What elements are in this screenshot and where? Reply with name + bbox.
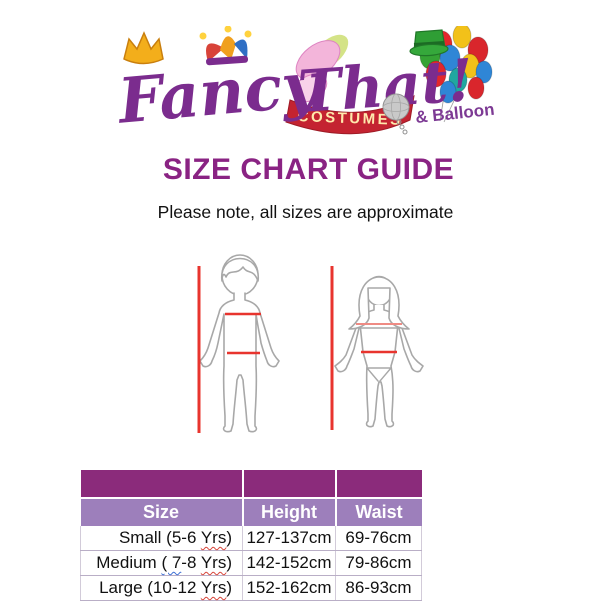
girl-measure-lines bbox=[330, 266, 402, 430]
table-top-band bbox=[80, 470, 422, 499]
boy-body bbox=[199, 292, 280, 433]
size-table: Size Height Waist Small (5-6 Yrs) 127-13… bbox=[80, 470, 422, 601]
table-row: Medium ( 7-8 Yrs) 142-152cm 79-86cm bbox=[80, 550, 422, 576]
fairy-wings-icon bbox=[292, 34, 349, 103]
girl-hair bbox=[348, 276, 410, 330]
subtitle-note: Please note, all sizes are approximate bbox=[157, 202, 454, 222]
jester-hat-icon bbox=[199, 26, 252, 66]
size-cell: Large (10-12 Yrs) bbox=[80, 575, 243, 601]
girl-body bbox=[334, 304, 424, 428]
height-cell: 127-137cm bbox=[242, 526, 336, 551]
costumes-banner: COSTUMES bbox=[285, 95, 415, 135]
page-title: SIZE CHART GUIDE bbox=[162, 153, 455, 186]
table-header-row: Size Height Waist bbox=[80, 498, 422, 526]
boy-measure-lines bbox=[197, 266, 261, 433]
height-cell: 142-152cm bbox=[242, 550, 336, 576]
fancy-that-logo: COSTUMES Fancy That! & Balloons! bbox=[114, 26, 495, 138]
band-cell bbox=[242, 470, 337, 499]
size-cell: Small (5-6 Yrs) bbox=[80, 526, 243, 551]
waist-cell: 69-76cm bbox=[335, 526, 422, 551]
column-header-height: Height bbox=[242, 498, 337, 526]
size-cell: Medium ( 7-8 Yrs) bbox=[80, 550, 243, 576]
table-row: Small (5-6 Yrs) 127-137cm 69-76cm bbox=[80, 526, 422, 551]
column-header-size: Size bbox=[80, 498, 244, 526]
girl-bikini bbox=[360, 327, 398, 382]
waist-cell: 86-93cm bbox=[335, 575, 422, 601]
boy-outline-icon bbox=[197, 254, 280, 433]
band-cell bbox=[80, 470, 244, 499]
crown-icon bbox=[123, 31, 164, 65]
band-cell bbox=[335, 470, 422, 499]
boy-hair bbox=[221, 257, 259, 282]
banner-label: COSTUMES bbox=[297, 108, 403, 129]
column-header-waist: Waist bbox=[335, 498, 422, 526]
waist-cell: 79-86cm bbox=[335, 550, 422, 576]
table-row: Large (10-12 Yrs) 152-162cm 86-93cm bbox=[80, 575, 422, 601]
girl-outline-icon bbox=[330, 266, 424, 430]
top-hat-icon bbox=[409, 29, 449, 57]
height-cell: 152-162cm bbox=[242, 575, 336, 601]
disco-ball-icon bbox=[382, 93, 410, 135]
